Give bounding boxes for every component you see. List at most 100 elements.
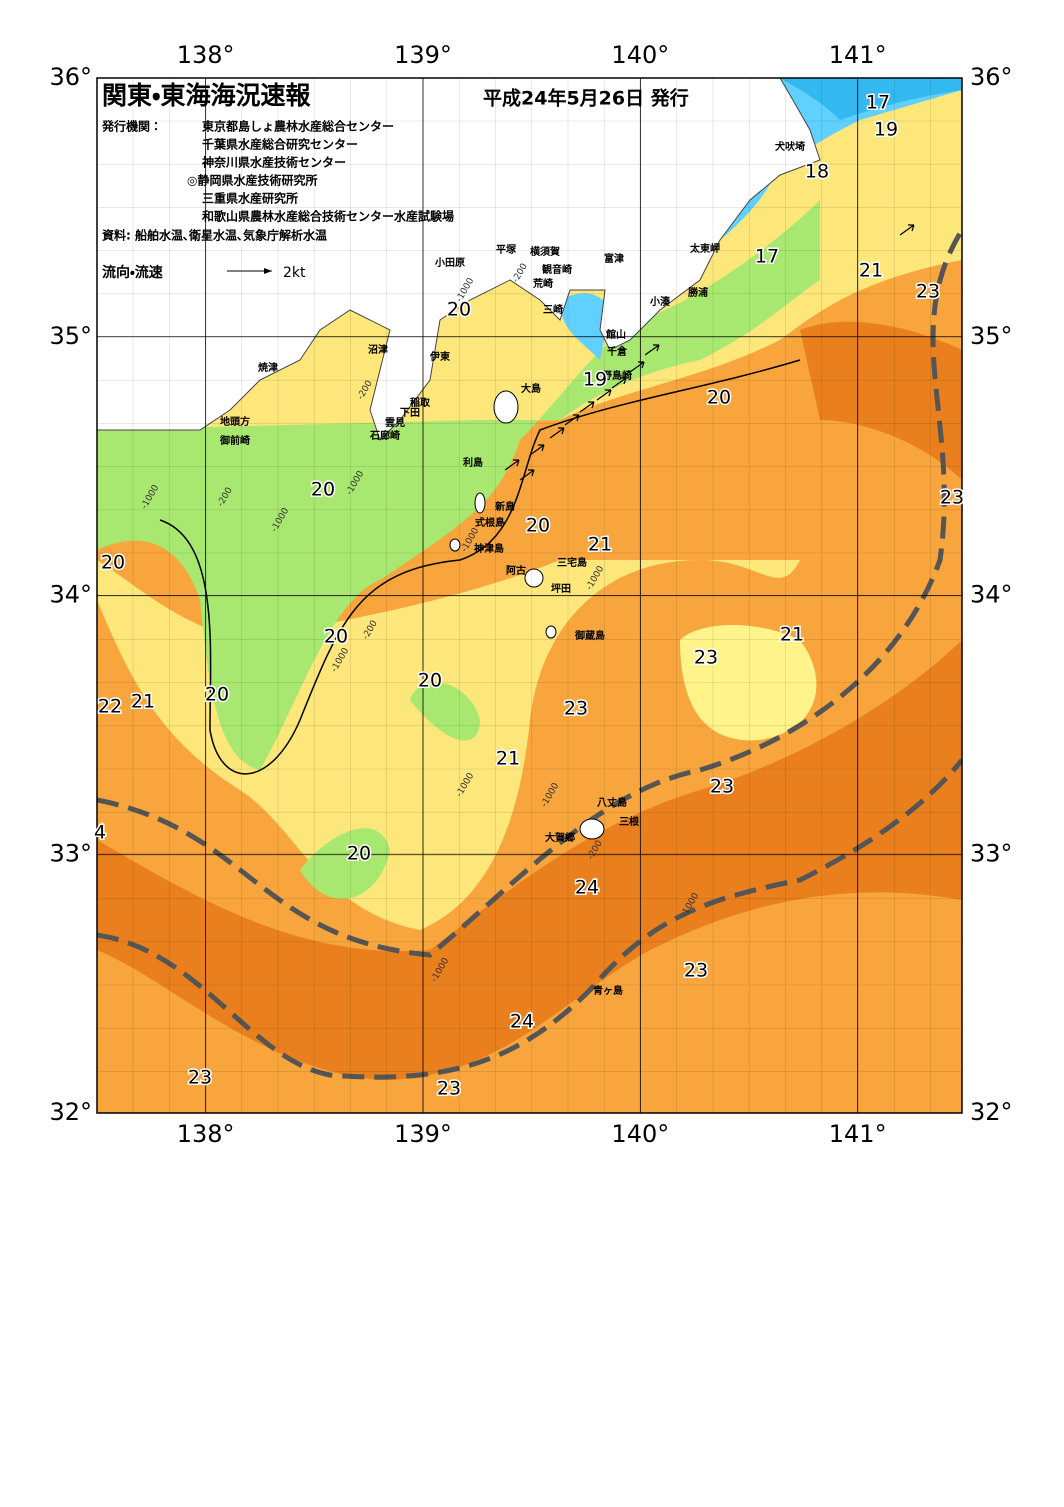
- lon-label-bottom: 140°: [611, 1120, 669, 1148]
- current-arrow: [611, 377, 627, 389]
- place-name: 石廊崎: [369, 429, 400, 442]
- place-name: 横須賀: [530, 245, 560, 258]
- lon-label-bottom: 141°: [829, 1120, 887, 1148]
- land: [97, 78, 821, 441]
- isotherm-label: 20: [526, 515, 550, 537]
- lon-label-top: 141°: [829, 41, 887, 69]
- lon-label-bottom: 138°: [177, 1120, 235, 1148]
- lat-label-left: 34°: [49, 581, 92, 609]
- sea-cool-eddy: [680, 625, 817, 741]
- place-name: 御蔵島: [574, 629, 605, 642]
- title: 関東・東海海況速報: [102, 81, 312, 110]
- sea-cold: [560, 78, 962, 360]
- graticule: [97, 77, 962, 1114]
- isotherm-label: 23: [564, 698, 588, 720]
- isotherm-label: 23: [684, 960, 708, 982]
- isotherm-label: 21: [588, 534, 612, 556]
- isotherm-label: 20: [101, 552, 125, 574]
- current-arrow: [529, 444, 545, 456]
- place-name: 三宅島: [557, 556, 587, 569]
- issuer: ◎静岡県水産技術研究所: [187, 173, 317, 188]
- place-name: 三崎: [543, 303, 563, 316]
- lon-label-bottom: 139°: [394, 1120, 452, 1148]
- sea-hot: [800, 321, 962, 480]
- place-name: 千倉: [607, 345, 628, 358]
- isotherm-label: 20: [707, 387, 731, 409]
- current-arrow: [504, 459, 520, 471]
- current-arrow: [549, 427, 565, 439]
- kuroshio-axis: [97, 228, 962, 958]
- legend-label: 流向・流速: [102, 264, 163, 281]
- lat-label-right: 32°: [970, 1098, 1013, 1126]
- issuer: 神奈川県水産技術センター: [201, 155, 346, 170]
- legend-speed: 2kt: [283, 265, 306, 281]
- isotherm-label: 23: [437, 1078, 461, 1100]
- sea-cool: [97, 200, 820, 770]
- sea-hot: [97, 640, 962, 1080]
- place-name: 御前崎: [219, 434, 250, 447]
- lon-label-top: 140°: [611, 41, 669, 69]
- place-name: 焼津: [258, 361, 278, 374]
- source: 資料: 船舶水温､衛星水温､気象庁解析水温: [102, 228, 327, 243]
- place-name: 伊東: [429, 350, 450, 363]
- lat-label-right: 36°: [970, 63, 1013, 91]
- isotherm-label: 21: [859, 260, 883, 282]
- current-arrow: [564, 414, 580, 426]
- place-name: 大賀郷: [545, 831, 575, 844]
- isotherm-label: 24: [575, 877, 599, 899]
- isotherm: [159, 359, 801, 775]
- isotherm-label: 23: [710, 776, 734, 798]
- lat-label-right: 34°: [970, 581, 1013, 609]
- isotherm-label: 19: [874, 119, 898, 141]
- place-name: 館山: [605, 328, 626, 341]
- place-name: 三根: [619, 815, 640, 828]
- header: 関東・東海海況速報 平成24年5月26日 発行 発行機関： 資料: 船舶水温､衛…: [101, 81, 689, 281]
- isotherm-label: 4: [94, 822, 106, 844]
- place-name: 観音崎: [542, 263, 572, 276]
- lon-label-top: 138°: [177, 41, 235, 69]
- sea-cool-patch: [300, 682, 480, 899]
- lat-label-left: 32°: [49, 1098, 92, 1126]
- isotherm-label: 18: [805, 161, 829, 183]
- isotherm-label: 21: [780, 624, 804, 646]
- place-name: 勝浦: [688, 286, 708, 299]
- place-name: 平塚: [496, 243, 517, 256]
- isotherm-label: 20: [205, 684, 229, 706]
- legend-arrow-head: [264, 268, 272, 274]
- isotherm-label: 21: [131, 691, 155, 713]
- place-name: 大島: [521, 382, 541, 395]
- current-arrow: [596, 389, 612, 401]
- lat-label-left: 36°: [49, 63, 92, 91]
- current-arrow: [579, 401, 595, 413]
- place-name: 青ヶ島: [593, 984, 623, 997]
- lat-label-left: 33°: [49, 839, 92, 867]
- place-name: 利島: [463, 456, 483, 469]
- isotherm-label: 23: [694, 647, 718, 669]
- place-name: 小田原: [434, 256, 465, 269]
- isotherm-label: 20: [311, 479, 335, 501]
- lat-label-right: 33°: [970, 839, 1013, 867]
- islands: [449, 390, 605, 840]
- isotherm-label: 20: [324, 626, 348, 648]
- current-arrow: [899, 224, 915, 236]
- issuer: 東京都島しょ農林水産総合センター: [202, 119, 394, 134]
- issuer: 和歌山県農林水産総合技術センター水産試験場: [201, 209, 454, 224]
- place-name: 太東岬: [689, 242, 720, 255]
- place-name: 新島: [494, 500, 515, 513]
- lon-label-top: 139°: [394, 41, 452, 69]
- isotherm-label: 23: [188, 1067, 212, 1089]
- place-name: 八丈島: [597, 796, 627, 809]
- sea-cold: [780, 78, 962, 120]
- place-name: 稲取: [410, 396, 431, 409]
- place-name: 雲見: [385, 417, 405, 429]
- place-name: 神津島: [473, 542, 504, 555]
- place-name: 富津: [604, 252, 624, 265]
- isotherm-label: 22: [98, 696, 122, 718]
- issuer: 千葉県水産総合研究センター: [202, 137, 358, 152]
- isotherm-label: 20: [418, 670, 442, 692]
- issuer: 三重県水産研究所: [202, 191, 298, 206]
- place-name: 地頭方: [220, 415, 250, 428]
- map-frame: [96, 77, 963, 1114]
- issuer-label: 発行機関：: [101, 119, 162, 134]
- current-arrow: [519, 469, 535, 481]
